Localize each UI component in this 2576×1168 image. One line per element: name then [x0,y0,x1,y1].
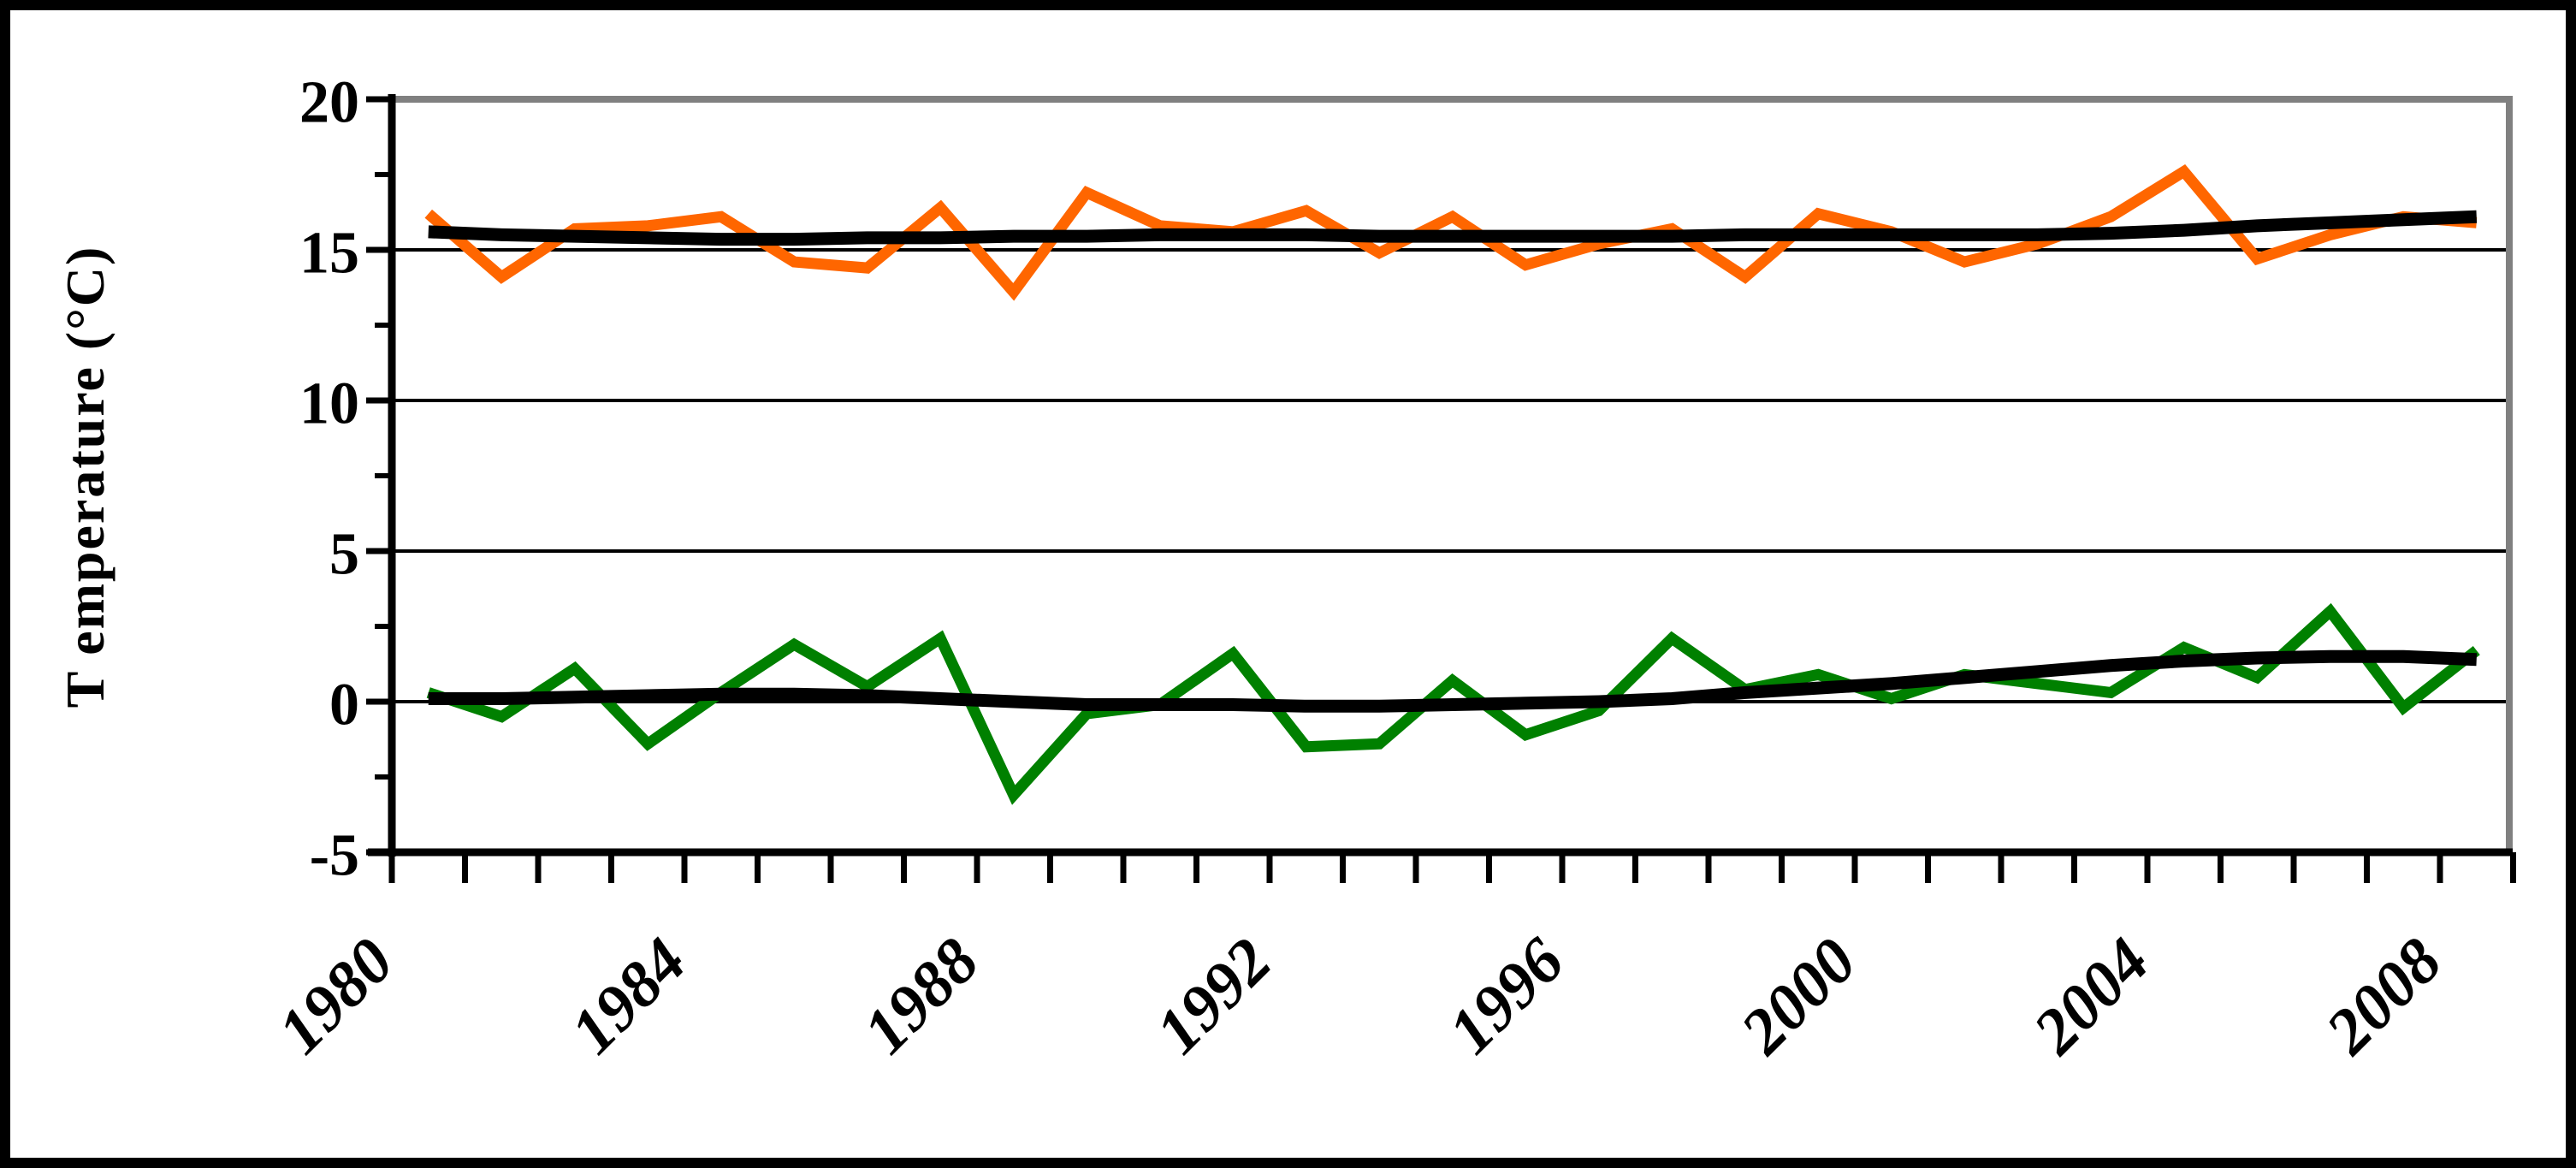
x-tick-label-2004: 2004 [2019,925,2163,1069]
trend-upper-line [428,210,2478,246]
x-tick-label-1980: 1980 [264,925,407,1068]
x-tick-label-2000: 2000 [1726,925,1870,1069]
y-tick-label-20: 20 [299,70,359,136]
annual-temperature-upper-line [424,163,2478,301]
y-tick-label-10: 10 [299,371,359,437]
y-tick-label--5: -5 [310,823,359,889]
y-tick-label-5: 5 [329,522,359,588]
trend-lower-line [428,649,2478,713]
x-tick-label-1984: 1984 [557,925,700,1068]
x-tick-label-1996: 1996 [1435,925,1578,1068]
x-tick-label-1992: 1992 [1142,925,1285,1068]
annual-temperature-lower-line [426,602,2480,805]
x-tick-label-2008: 2008 [2312,925,2455,1069]
y-tick-label-15: 15 [299,221,359,287]
x-tick-label-1988: 1988 [850,925,992,1068]
y-tick-label-0: 0 [329,673,359,738]
